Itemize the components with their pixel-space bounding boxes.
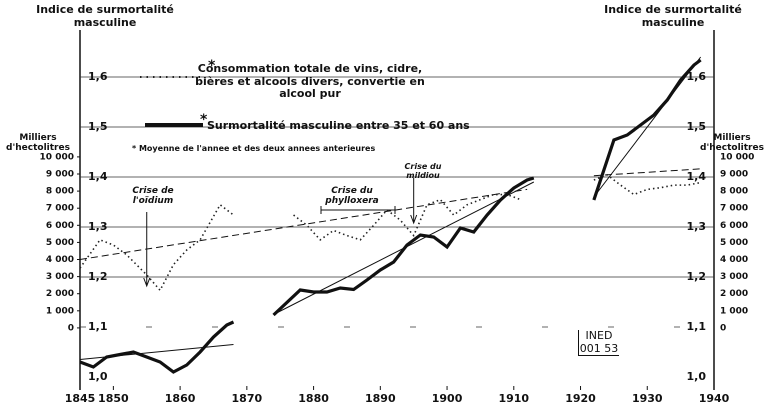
y2-tick-label-right: 1 000 xyxy=(720,306,748,316)
x-tick-label: 1890 xyxy=(365,392,396,405)
y2-tick-label: 9 000 xyxy=(46,170,74,180)
legend-marker: * xyxy=(208,58,216,74)
y2-tick-label: 8 000 xyxy=(46,187,74,197)
y2-tick-label-right: 5 000 xyxy=(720,238,748,248)
stamp-line: INED xyxy=(585,329,613,342)
y-tick-label-right: 1,2 xyxy=(687,270,707,283)
x-tick-label: 1910 xyxy=(498,392,529,405)
y-tick-label-right: 1,4 xyxy=(687,170,707,183)
x-tick-label: 1870 xyxy=(232,392,263,405)
legend-marker: * xyxy=(200,112,208,128)
footnote: * Moyenne de l'annee et des deux annees … xyxy=(132,144,376,153)
x-tick-label: 1900 xyxy=(432,392,463,405)
x-tick-label: 1940 xyxy=(699,392,730,405)
y-tick-label-right: 1,1 xyxy=(687,320,707,333)
y2-tick-label: 1 000 xyxy=(46,306,74,316)
y2-tick-label-right: 6 000 xyxy=(720,221,748,231)
y-tick-label-right: 1,5 xyxy=(687,120,707,133)
y-tick-label: 1,1 xyxy=(88,320,108,333)
y-tick-label: 1,5 xyxy=(88,120,108,133)
x-tick-label: 1930 xyxy=(632,392,663,405)
y-tick-label-right: 1,3 xyxy=(687,220,707,233)
series-line xyxy=(79,58,702,374)
y2-tick-label: 2 000 xyxy=(46,289,74,299)
y2-tick-label-right: 8 000 xyxy=(720,187,748,197)
legend-label: Surmortalité masculine entre 35 et 60 an… xyxy=(207,119,470,132)
y-axis-title-right: Indice de surmortalité masculine xyxy=(604,3,742,29)
arrow xyxy=(410,178,418,225)
y2-axis-title-right: Milliers d'hectolitres xyxy=(700,133,764,154)
arrow xyxy=(143,212,151,288)
y2-tick-label-right: 0 xyxy=(720,323,726,333)
y2-tick-label-right: 10 000 xyxy=(720,152,754,162)
y2-tick-label-right: 9 000 xyxy=(720,170,748,180)
y2-tick-label: 3 000 xyxy=(46,272,74,282)
x-tick-label: 1860 xyxy=(165,392,196,405)
y2-tick-label: 0 xyxy=(68,323,74,333)
legend-label: Consommation totale de vins, cidre, bièr… xyxy=(195,62,425,101)
x-tick-label: 1880 xyxy=(298,392,329,405)
y2-tick-label: 4 000 xyxy=(46,255,74,265)
y2-tick-label-right: 2 000 xyxy=(720,289,748,299)
annotation: Crise de l'oïdium xyxy=(132,186,174,207)
y2-tick-label-right: 4 000 xyxy=(720,255,748,265)
y-tick-label: 1,6 xyxy=(88,70,108,83)
x-tick-label: 1845 xyxy=(65,392,96,405)
y-tick-label: 1,0 xyxy=(88,370,108,383)
annotation: Crise du phylloxera xyxy=(325,186,379,207)
bracket-arrow xyxy=(320,206,396,214)
y2-tick-label: 6 000 xyxy=(46,221,74,231)
x-tick-label: 1920 xyxy=(565,392,596,405)
y-tick-label: 1,4 xyxy=(88,170,108,183)
y-tick-label: 1,2 xyxy=(88,270,108,283)
stamp: INED 001 53 xyxy=(578,329,619,357)
y-tick-label: 1,3 xyxy=(88,220,108,233)
y-axis-title: Indice de surmortalité masculine xyxy=(36,3,174,29)
y2-tick-label: 7 000 xyxy=(46,204,74,214)
y-tick-label-right: 1,0 xyxy=(687,370,707,383)
annotation: Crise du mildiou xyxy=(404,162,442,181)
series-line xyxy=(79,173,701,292)
trend-line xyxy=(79,168,701,261)
y2-tick-label: 5 000 xyxy=(46,238,74,248)
trend-line xyxy=(79,56,702,360)
x-tick-label: 1850 xyxy=(98,392,129,405)
y2-axis-title: Milliers d'hectolitres xyxy=(6,133,70,154)
stamp-line: 001 53 xyxy=(579,341,619,355)
y2-tick-label-right: 7 000 xyxy=(720,204,748,214)
y2-tick-label-right: 3 000 xyxy=(720,272,748,282)
y-tick-label-right: 1,6 xyxy=(687,70,707,83)
y2-tick-label: 10 000 xyxy=(40,152,74,162)
